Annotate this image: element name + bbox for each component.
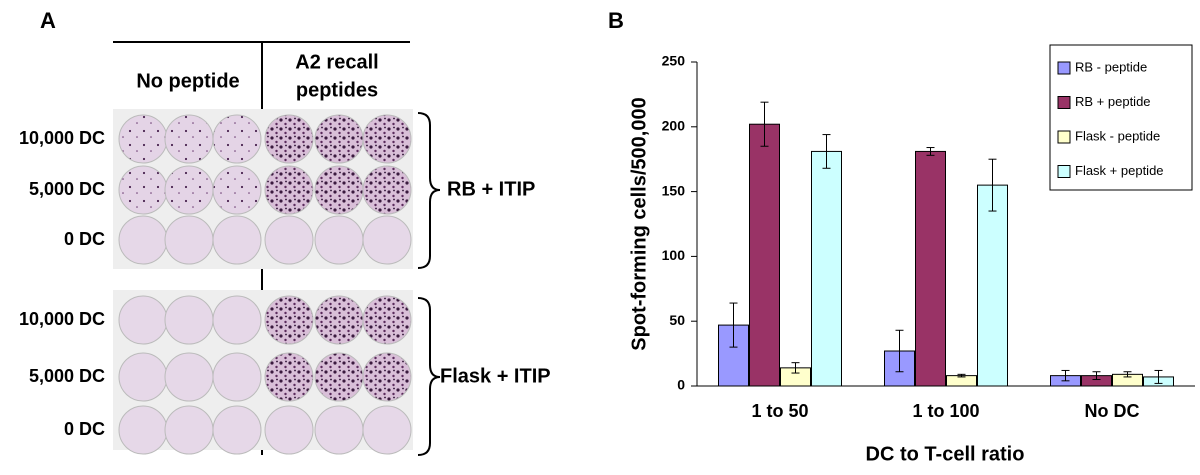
well <box>212 405 262 455</box>
well <box>314 295 364 345</box>
column-header: A2 recall <box>295 51 378 73</box>
bar <box>811 150 842 387</box>
x-tick-label: 1 to 50 <box>751 401 808 421</box>
well <box>362 215 412 265</box>
x-tick-label: No DC <box>1085 401 1140 421</box>
well <box>118 114 168 164</box>
error-bar <box>1061 369 1070 382</box>
y-tick-label: 250 <box>662 53 686 69</box>
error-bar <box>791 362 800 374</box>
well <box>314 405 364 455</box>
group-label: Flask + ITIP <box>440 365 551 387</box>
error-bar <box>1123 371 1132 378</box>
legend-box <box>1049 44 1193 191</box>
x-tick-label: 1 to 100 <box>912 401 979 421</box>
y-tick-label: 150 <box>662 182 686 198</box>
group-label: RB + ITIP <box>447 178 535 200</box>
well <box>118 352 168 402</box>
well <box>118 295 168 345</box>
well <box>164 215 214 265</box>
well <box>118 215 168 265</box>
brace <box>417 297 441 456</box>
well <box>264 114 314 164</box>
row-label: 5,000 DC <box>29 179 105 199</box>
well <box>362 405 412 455</box>
legend-label: Flask - peptide <box>1075 128 1160 143</box>
well <box>264 352 314 402</box>
row-label: 5,000 DC <box>29 366 105 386</box>
well <box>164 405 214 455</box>
legend-label: RB - peptide <box>1075 59 1147 74</box>
well <box>264 295 314 345</box>
well <box>118 405 168 455</box>
legend-label: Flask + peptide <box>1075 163 1164 178</box>
well <box>212 352 262 402</box>
row-label: 0 DC <box>64 419 105 439</box>
y-tick-label: 0 <box>677 377 685 393</box>
y-tick-label: 200 <box>662 118 686 134</box>
legend-label: RB + peptide <box>1075 94 1151 109</box>
well <box>264 165 314 215</box>
x-axis-label: DC to T-cell ratio <box>866 443 1025 465</box>
error-bar <box>760 101 769 147</box>
legend-swatch <box>1057 96 1071 109</box>
legend-swatch <box>1057 61 1071 75</box>
well <box>164 352 214 402</box>
well <box>362 352 412 402</box>
well <box>314 215 364 265</box>
row-label: 10,000 DC <box>19 128 105 148</box>
column-header: No peptide <box>136 70 239 92</box>
well <box>314 114 364 164</box>
row-label: 10,000 DC <box>19 309 105 329</box>
well <box>164 295 214 345</box>
bar <box>977 184 1008 387</box>
well <box>212 215 262 265</box>
brace <box>417 112 441 269</box>
well <box>362 114 412 164</box>
well <box>212 165 262 215</box>
y-tick-label: 50 <box>669 312 685 328</box>
bar <box>718 324 749 387</box>
error-bar <box>895 329 904 373</box>
well <box>264 215 314 265</box>
legend-swatch <box>1057 130 1071 144</box>
well <box>212 295 262 345</box>
panel-label: A <box>40 8 56 33</box>
y-axis-label: Spot-forming cells/500,000 <box>628 97 650 350</box>
error-bar <box>1154 369 1163 384</box>
well <box>362 165 412 215</box>
well <box>264 405 314 455</box>
well <box>362 295 412 345</box>
column-header: peptides <box>296 79 378 101</box>
well <box>164 114 214 164</box>
y-tick-label: 100 <box>662 247 686 263</box>
error-bar <box>1092 371 1101 381</box>
well <box>314 352 364 402</box>
well <box>314 165 364 215</box>
error-bar <box>988 158 997 212</box>
error-bar <box>822 134 831 169</box>
well <box>212 114 262 164</box>
well <box>164 165 214 215</box>
bar <box>749 123 780 387</box>
row-label: 0 DC <box>64 229 105 249</box>
panel-label: B <box>608 8 624 33</box>
bar <box>915 150 946 387</box>
legend-swatch <box>1057 165 1071 178</box>
error-bar <box>957 373 966 378</box>
error-bar <box>729 302 738 348</box>
error-bar <box>926 147 935 156</box>
well <box>118 165 168 215</box>
